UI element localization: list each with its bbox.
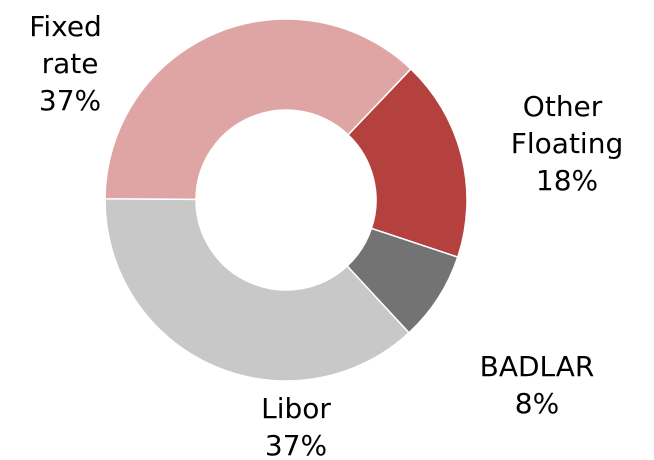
donut-slice (104, 18, 412, 201)
slice-value-label: 18% (536, 164, 598, 197)
slice-label: Other Floating (511, 90, 623, 160)
slice-label: BADLAR (480, 350, 595, 383)
slice-value-label: 37% (265, 429, 327, 460)
slice-label: Fixed rate (29, 10, 110, 80)
slice-value-label: 37% (39, 84, 101, 117)
slice-label-line: Other (523, 90, 611, 123)
slice-value-label: 8% (515, 387, 559, 420)
slice-label: Libor (261, 392, 331, 425)
slice-label-line: BADLAR (480, 350, 595, 383)
donut-slice (347, 67, 468, 259)
slice-label-line: rate (42, 47, 99, 80)
slice-label-line: Fixed (29, 10, 110, 43)
donut-slice (104, 197, 411, 382)
slice-label-line: Libor (261, 392, 331, 425)
slice-label-line: Floating (511, 127, 623, 160)
